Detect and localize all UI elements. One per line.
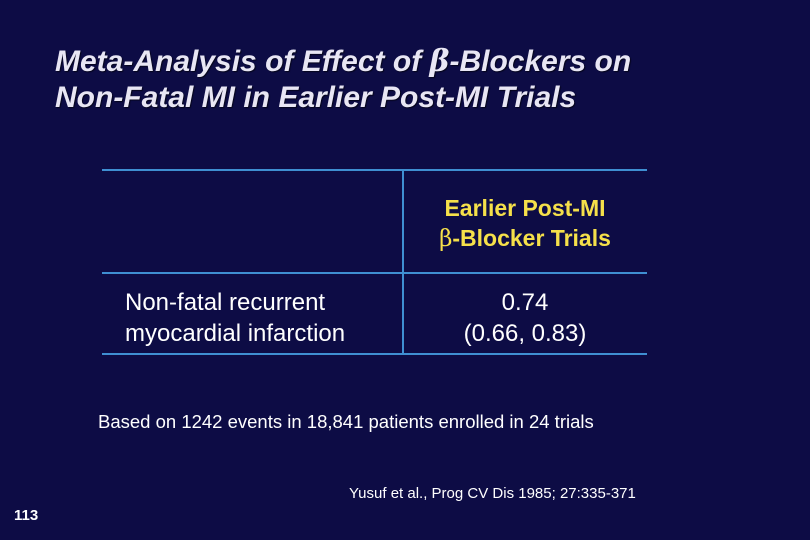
citation: Yusuf et al., Prog CV Dis 1985; 27:335-3… xyxy=(349,485,636,502)
title-line1-suffix: -Blockers on xyxy=(449,45,632,78)
table-bottom-rule xyxy=(102,353,647,355)
table-top-rule xyxy=(102,169,647,171)
row-confidence-interval: (0.66, 0.83) xyxy=(463,320,587,347)
footnote: Based on 1242 events in 18,841 patients … xyxy=(98,411,594,432)
title-line1-prefix: Meta-Analysis of Effect of xyxy=(55,45,430,78)
row-value: 0.74 xyxy=(501,289,549,316)
title-line2: Non-Fatal MI in Earlier Post-MI Trials xyxy=(55,81,577,114)
column-header-beta-symbol: β xyxy=(439,226,453,252)
page-number: 113 xyxy=(14,507,39,524)
table-row-label: Non-fatal recurrent myocardial infarctio… xyxy=(125,287,405,349)
row-label-line2: myocardial infarction xyxy=(125,320,346,347)
slide-title: Meta-Analysis of Effect of β-Blockers on… xyxy=(55,44,785,116)
column-header-line1: Earlier Post-MI xyxy=(444,195,606,221)
row-label-line1: Non-fatal recurrent xyxy=(125,289,326,316)
table-column-header: Earlier Post-MI β-Blocker Trials xyxy=(405,193,645,254)
column-header-line2: -Blocker Trials xyxy=(452,225,611,251)
table-column-divider xyxy=(402,169,404,355)
title-beta-symbol: β xyxy=(429,44,450,79)
table-header-rule xyxy=(102,272,647,274)
table-row-value: 0.74 (0.66, 0.83) xyxy=(405,287,645,349)
